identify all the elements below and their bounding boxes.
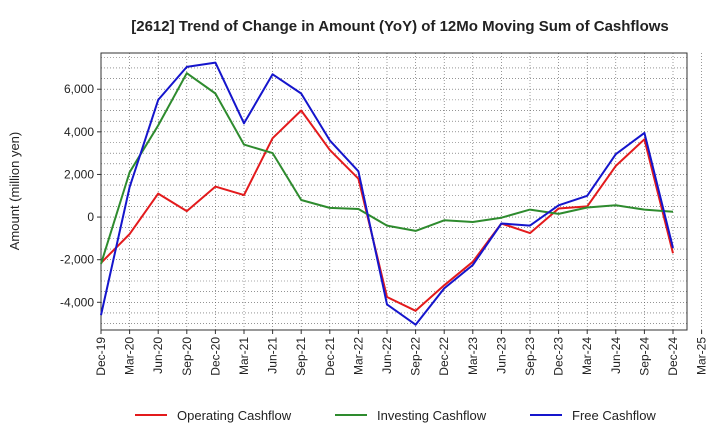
series-line-investing-cashflow — [100, 72, 674, 265]
x-tick-label: Jun-21 — [266, 337, 280, 374]
x-tick-label: Mar-20 — [123, 337, 137, 375]
x-tick-label: Dec-22 — [437, 337, 451, 376]
legend-label: Free Cashflow — [572, 408, 656, 423]
y-axis-label: Amount (million yen) — [7, 132, 22, 251]
x-tick-label: Jun-23 — [494, 337, 508, 374]
x-tick-label: Sep-24 — [637, 337, 651, 376]
x-tick-label: Jun-22 — [380, 337, 394, 374]
x-tick-label: Dec-23 — [552, 337, 566, 376]
series-lines — [100, 61, 674, 326]
chart-title: [2612] Trend of Change in Amount (YoY) o… — [131, 18, 669, 35]
x-tick-label: Mar-25 — [695, 337, 709, 375]
x-tick-label: Dec-19 — [94, 337, 108, 376]
legend-label: Operating Cashflow — [177, 408, 292, 423]
y-tick-label: 2,000 — [64, 167, 94, 181]
x-tick-label: Mar-21 — [237, 337, 251, 375]
x-tick-label: Dec-20 — [208, 337, 222, 376]
x-tick-label: Dec-24 — [666, 337, 680, 376]
x-tick-label: Sep-21 — [294, 337, 308, 376]
x-tick-label: Sep-23 — [523, 337, 537, 376]
x-tick-label: Sep-22 — [409, 337, 423, 376]
grid-lines — [100, 53, 702, 330]
plot-area — [100, 52, 688, 331]
y-tick-label: 0 — [87, 210, 94, 224]
x-tick-label: Jun-20 — [151, 337, 165, 374]
x-tick-label: Jun-24 — [609, 337, 623, 374]
x-tick-label: Dec-21 — [323, 337, 337, 376]
y-tick-label: -4,000 — [60, 295, 94, 309]
x-tick-label: Mar-23 — [466, 337, 480, 375]
y-tick-label: 4,000 — [64, 125, 94, 139]
legend-label: Investing Cashflow — [377, 408, 487, 423]
series-line-free-cashflow — [100, 61, 674, 326]
y-tick-label: -2,000 — [60, 253, 94, 267]
x-axis: Dec-19 Mar-20 Jun-20 Sep-20 Dec-20 Mar-21 Jun-… — [94, 330, 709, 376]
legend: Operating Cashflow Investing Cashflow Free… — [135, 408, 656, 423]
x-tick-label: Mar-22 — [351, 337, 365, 375]
y-axis: -4,000 -2,000 0 2,000 4,000 6,000 — [60, 82, 101, 309]
x-tick-label: Sep-20 — [180, 337, 194, 376]
y-tick-label: 6,000 — [64, 82, 94, 96]
series-line-operating-cashflow — [100, 109, 674, 312]
x-tick-label: Mar-24 — [580, 337, 594, 375]
